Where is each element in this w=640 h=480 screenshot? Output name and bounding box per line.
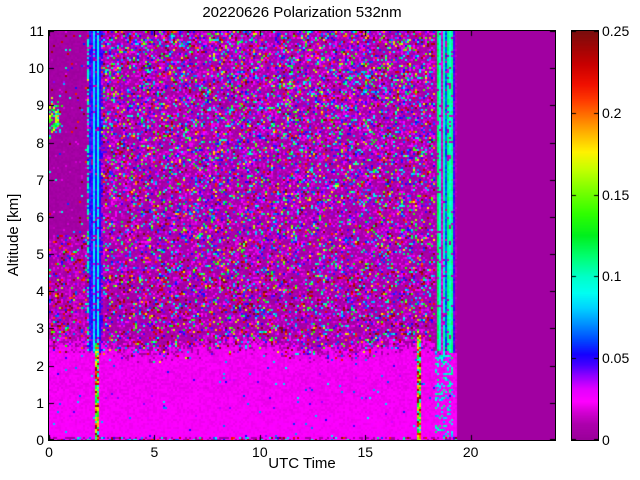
- x-tick-label: 15: [357, 444, 374, 460]
- y-tick-label: 4: [36, 283, 44, 300]
- y-tick-label: 8: [36, 134, 44, 151]
- y-tick-label: 7: [36, 171, 44, 188]
- y-tick-label: 3: [36, 320, 44, 337]
- chart-title: 20220626 Polarization 532nm: [202, 4, 402, 21]
- colorbar-tick-label: 0.2: [602, 104, 622, 121]
- y-tick-label: 1: [36, 394, 44, 411]
- y-axis-label: Altitude [km]: [5, 193, 22, 277]
- y-tick-label: 5: [36, 246, 44, 263]
- y-tick-label: 10: [28, 60, 44, 77]
- y-tick-label: 6: [36, 208, 44, 225]
- plot-area: [48, 30, 556, 441]
- x-tick-label: 10: [252, 444, 268, 460]
- colorbar-tick-label: 0.05: [602, 350, 630, 367]
- colorbar-tick-label: 0.25: [602, 23, 630, 39]
- y-tick-label: 9: [36, 97, 44, 114]
- x-tick-label: 20: [462, 444, 479, 460]
- colorbar-tick-label: 0.15: [602, 186, 630, 203]
- x-tick-label: 5: [150, 444, 159, 460]
- heatmap-canvas: [49, 31, 555, 440]
- colorbar: [571, 30, 599, 441]
- y-tick-label: 0: [36, 432, 44, 448]
- x-tick-label: 0: [45, 444, 53, 460]
- colorbar-tick-label: 0.1: [602, 268, 622, 285]
- colorbar-canvas: [572, 31, 598, 440]
- x-axis-label: UTC Time: [268, 455, 336, 472]
- colorbar-tick-label: 0: [602, 432, 610, 448]
- y-tick-label: 11: [29, 23, 44, 39]
- y-tick-label: 2: [36, 357, 44, 374]
